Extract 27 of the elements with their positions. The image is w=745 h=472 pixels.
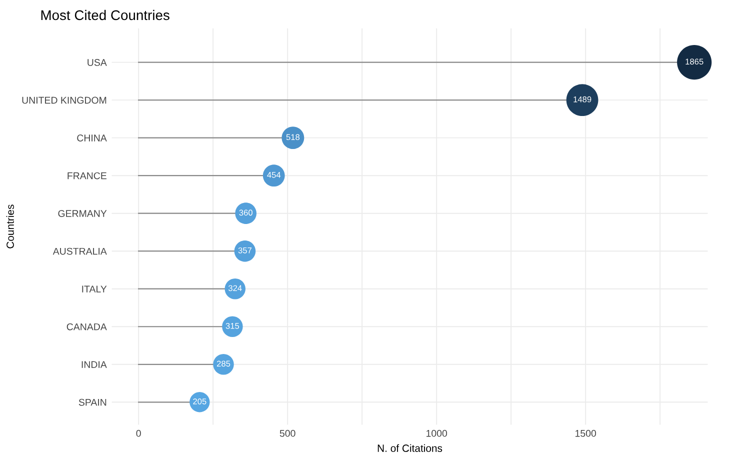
y-tick-label: UNITED KINGDOM	[22, 96, 106, 104]
y-tick-label: SPAIN	[78, 398, 106, 406]
x-tick-label: 1000	[426, 430, 448, 437]
y-axis-title: Countries	[6, 204, 14, 248]
chart-title: Most Cited Countries	[41, 10, 170, 20]
y-tick-label: ITALY	[82, 286, 107, 292]
y-tick-label: CHINA	[77, 134, 107, 142]
x-tick-label: 0	[136, 430, 141, 437]
data-label: 360	[239, 210, 252, 216]
y-tick-label: CANADA	[66, 323, 107, 330]
data-label: 315	[226, 322, 240, 329]
data-label: 518	[286, 134, 300, 140]
y-tick-label: FRANCE	[68, 172, 106, 180]
y-tick-label: AUSTRALIA	[52, 248, 107, 255]
data-label: 324	[228, 285, 242, 292]
data-label: 1865	[686, 58, 704, 65]
y-tick-label: GERMANY	[58, 210, 107, 217]
x-tick-label: 500	[280, 430, 296, 437]
data-label: 205	[193, 398, 206, 404]
y-tick-label: USA	[88, 59, 107, 66]
data-label: 1489	[574, 96, 592, 102]
x-axis-title: N. of Citations	[378, 444, 442, 452]
data-label: 357	[238, 247, 252, 254]
data-label: 285	[216, 360, 230, 367]
data-label: 454	[267, 172, 281, 178]
x-tick-label: 1500	[576, 430, 596, 437]
y-tick-label: INDIA	[82, 361, 107, 368]
